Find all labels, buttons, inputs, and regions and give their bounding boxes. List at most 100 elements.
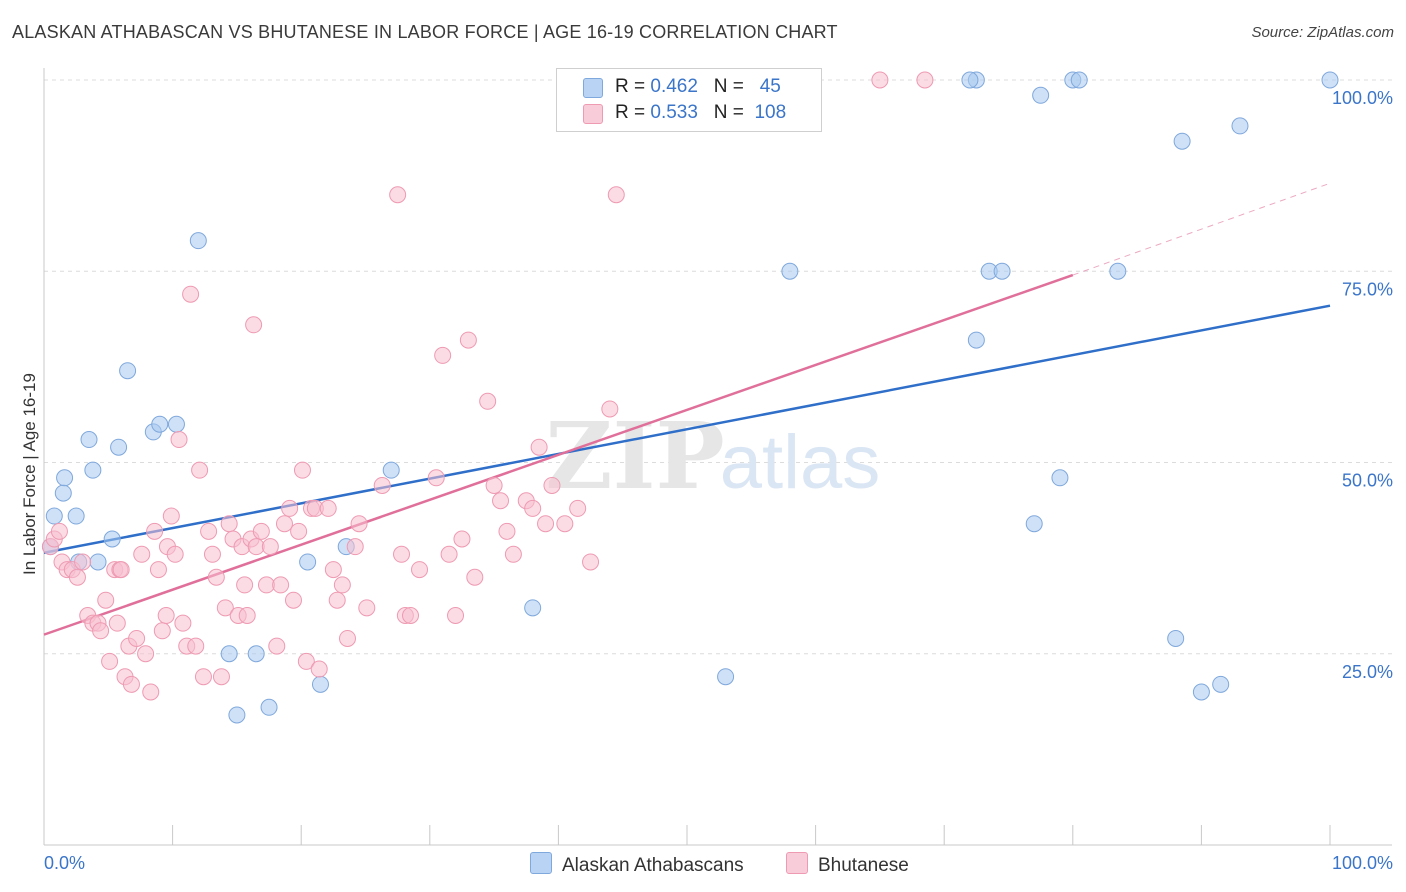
- point-bhutanese: [479, 392, 497, 410]
- data-points: [41, 71, 1339, 724]
- watermark-atlas: atlas: [720, 420, 881, 505]
- point-bhutanese: [92, 622, 110, 640]
- point-bhutanese: [290, 522, 308, 540]
- point-bhutanese: [272, 576, 290, 594]
- legend-r-label: R =: [615, 102, 646, 123]
- point-bhutanese: [556, 515, 574, 533]
- point-bhutanese: [524, 499, 542, 517]
- point-bhutanese: [146, 522, 164, 540]
- point-athabascan: [1070, 71, 1088, 89]
- legend-n-label: N =: [713, 76, 744, 97]
- point-bhutanese: [310, 660, 328, 678]
- y-tick-label: 75.0%: [1342, 279, 1393, 299]
- point-bhutanese: [50, 522, 68, 540]
- point-bhutanese: [247, 538, 265, 556]
- chart-title: ALASKAN ATHABASCAN VS BHUTANESE IN LABOR…: [12, 22, 838, 42]
- point-bhutanese: [333, 576, 351, 594]
- point-bhutanese: [453, 530, 471, 548]
- point-bhutanese: [238, 607, 256, 624]
- point-athabascan: [103, 530, 121, 548]
- point-athabascan: [80, 431, 98, 449]
- point-bhutanese: [200, 522, 218, 540]
- x-tick-label-min: 0.0%: [44, 853, 85, 873]
- point-bhutanese: [319, 499, 337, 517]
- point-athabascan: [781, 262, 799, 280]
- point-athabascan: [189, 232, 207, 250]
- point-athabascan: [1025, 515, 1043, 533]
- point-athabascan: [1192, 683, 1210, 701]
- point-bhutanese: [358, 599, 376, 617]
- trend-line-bhutanese: [43, 273, 1074, 636]
- point-bhutanese: [194, 668, 212, 686]
- legend-r-label: R =: [615, 76, 646, 97]
- bottom-legend-swatch-athabascan: [530, 852, 552, 874]
- x-tick-label-max: 100.0%: [1332, 853, 1393, 873]
- point-bhutanese: [261, 538, 279, 556]
- point-bhutanese: [485, 476, 503, 494]
- point-athabascan: [1212, 675, 1230, 693]
- legend-swatch-athabascan: [583, 78, 603, 98]
- legend-swatch-bhutanese: [583, 104, 603, 124]
- tick-labels: 25.0% 50.0% 75.0% 100.0% 0.0% 100.0%: [44, 88, 1393, 873]
- point-bhutanese: [108, 614, 126, 632]
- point-athabascan: [260, 698, 278, 716]
- trend-lines: [43, 182, 1331, 636]
- point-bhutanese: [293, 461, 311, 479]
- point-bhutanese: [112, 561, 130, 579]
- point-bhutanese: [411, 561, 429, 579]
- point-bhutanese: [427, 469, 445, 487]
- point-athabascan: [1109, 262, 1127, 280]
- point-bhutanese: [203, 545, 221, 563]
- point-bhutanese: [281, 499, 299, 517]
- point-athabascan: [1167, 629, 1185, 647]
- point-athabascan: [961, 71, 979, 89]
- point-bhutanese: [504, 545, 522, 563]
- point-athabascan: [247, 645, 265, 663]
- point-bhutanese: [871, 71, 889, 89]
- point-athabascan: [228, 706, 246, 724]
- point-bhutanese: [220, 515, 238, 533]
- point-bhutanese: [207, 568, 225, 586]
- point-bhutanese: [216, 599, 234, 617]
- point-bhutanese: [284, 591, 302, 609]
- point-bhutanese: [530, 438, 548, 456]
- axes: [43, 68, 1392, 846]
- point-bhutanese: [434, 346, 452, 364]
- bottom-legend-swatch-bhutanese: [786, 852, 808, 874]
- point-athabascan: [382, 461, 400, 479]
- chart-source: Source: ZipAtlas.com: [1251, 24, 1394, 41]
- point-athabascan: [220, 645, 238, 663]
- point-bhutanese: [537, 515, 555, 533]
- point-athabascan: [167, 415, 185, 433]
- legend-r-value: 0.533: [650, 102, 698, 123]
- point-bhutanese: [191, 461, 209, 479]
- point-bhutanese: [459, 331, 477, 349]
- point-athabascan: [54, 484, 72, 502]
- y-tick-label: 100.0%: [1332, 88, 1393, 108]
- legend-n-label: N =: [713, 102, 744, 123]
- point-bhutanese: [257, 576, 275, 594]
- point-bhutanese: [68, 568, 86, 586]
- trend-line-bhutanese-extension: [1072, 182, 1331, 276]
- point-bhutanese: [350, 515, 368, 533]
- point-bhutanese: [393, 545, 411, 563]
- point-bhutanese: [324, 561, 342, 579]
- point-bhutanese: [440, 545, 458, 563]
- point-bhutanese: [137, 645, 155, 663]
- point-athabascan: [1321, 71, 1339, 89]
- point-athabascan: [84, 461, 102, 479]
- point-bhutanese: [101, 652, 119, 670]
- point-athabascan: [967, 331, 985, 349]
- point-bhutanese: [170, 431, 188, 449]
- point-bhutanese: [212, 668, 230, 686]
- point-bhutanese: [607, 186, 625, 204]
- point-bhutanese: [582, 553, 600, 571]
- point-bhutanese: [373, 476, 391, 494]
- point-bhutanese: [133, 545, 151, 563]
- point-bhutanese: [601, 400, 619, 418]
- point-bhutanese: [182, 285, 200, 303]
- bottom-legend-label-bhutanese: Bhutanese: [818, 855, 909, 876]
- point-athabascan: [89, 553, 107, 571]
